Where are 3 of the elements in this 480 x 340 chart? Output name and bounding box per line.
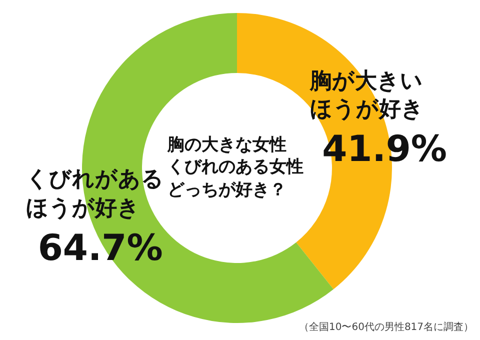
- text: くびれのある女性どっちが好き？: [168, 156, 304, 202]
- text: 胸の大きな女性: [168, 134, 288, 156]
- text: （全国10〜60代の男性817名に調査）: [299, 320, 474, 334]
